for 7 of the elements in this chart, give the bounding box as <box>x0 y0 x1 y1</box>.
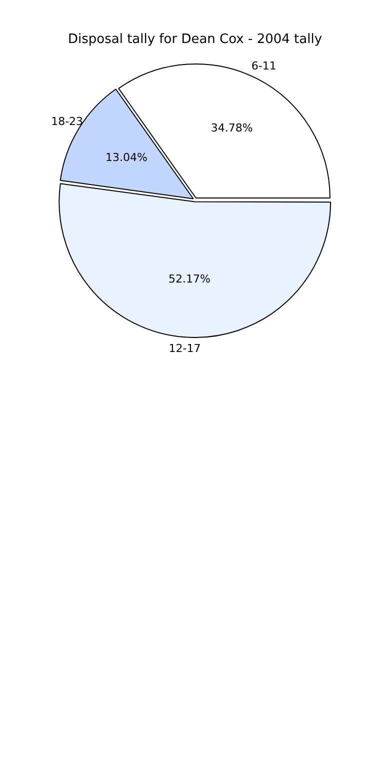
data-label: 52.17% <box>168 272 210 286</box>
slice-label: 18-23 <box>51 114 84 128</box>
data-label: 13.04% <box>105 150 148 164</box>
data-label: 34.78% <box>210 121 253 134</box>
chart-title: Disposal tally for Dean Cox - 2004 tally <box>68 32 322 48</box>
slice-label: 12-17 <box>168 342 201 356</box>
slice-label: 6-11 <box>251 60 276 73</box>
